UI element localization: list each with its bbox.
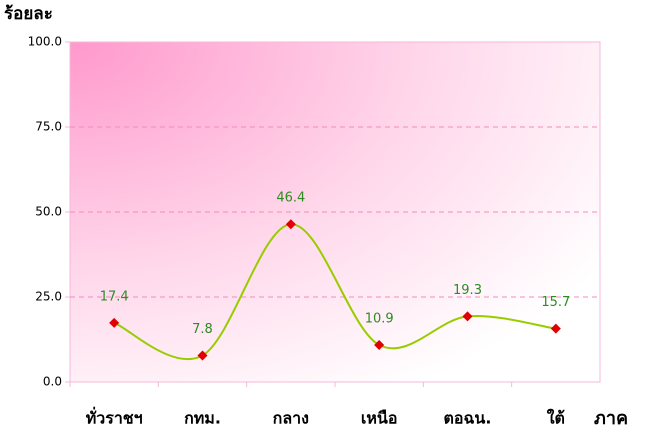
marker bbox=[285, 219, 296, 230]
x-axis-label: ภาค bbox=[594, 408, 628, 429]
y-tick-label: 50.0 bbox=[35, 205, 62, 219]
x-tick-label: ตอฉน. bbox=[444, 409, 492, 428]
x-tick-label: ทั่วราชฯ bbox=[86, 407, 143, 428]
marker bbox=[550, 323, 561, 334]
y-axis-label: ร้อยละ bbox=[4, 4, 53, 24]
x-tick-label: กลาง bbox=[273, 409, 309, 428]
data-label: 15.7 bbox=[541, 295, 570, 310]
x-tick-label: เหนือ bbox=[361, 409, 398, 428]
y-tick-label: 100.0 bbox=[28, 35, 62, 49]
y-tick-label: 0.0 bbox=[43, 375, 62, 389]
y-tick-label: 75.0 bbox=[35, 120, 62, 134]
x-tick-label: กทม. bbox=[184, 409, 221, 428]
x-tick-label: ใต้ bbox=[547, 409, 565, 428]
data-label: 46.4 bbox=[276, 191, 305, 206]
data-label: 19.3 bbox=[453, 283, 482, 298]
marker bbox=[374, 339, 385, 350]
data-label: 17.4 bbox=[100, 289, 129, 304]
marker bbox=[462, 311, 473, 322]
data-label: 7.8 bbox=[192, 322, 213, 337]
marker bbox=[109, 317, 120, 328]
marker bbox=[197, 350, 208, 361]
data-label: 10.9 bbox=[365, 311, 394, 326]
y-tick-label: 25.0 bbox=[35, 290, 62, 304]
